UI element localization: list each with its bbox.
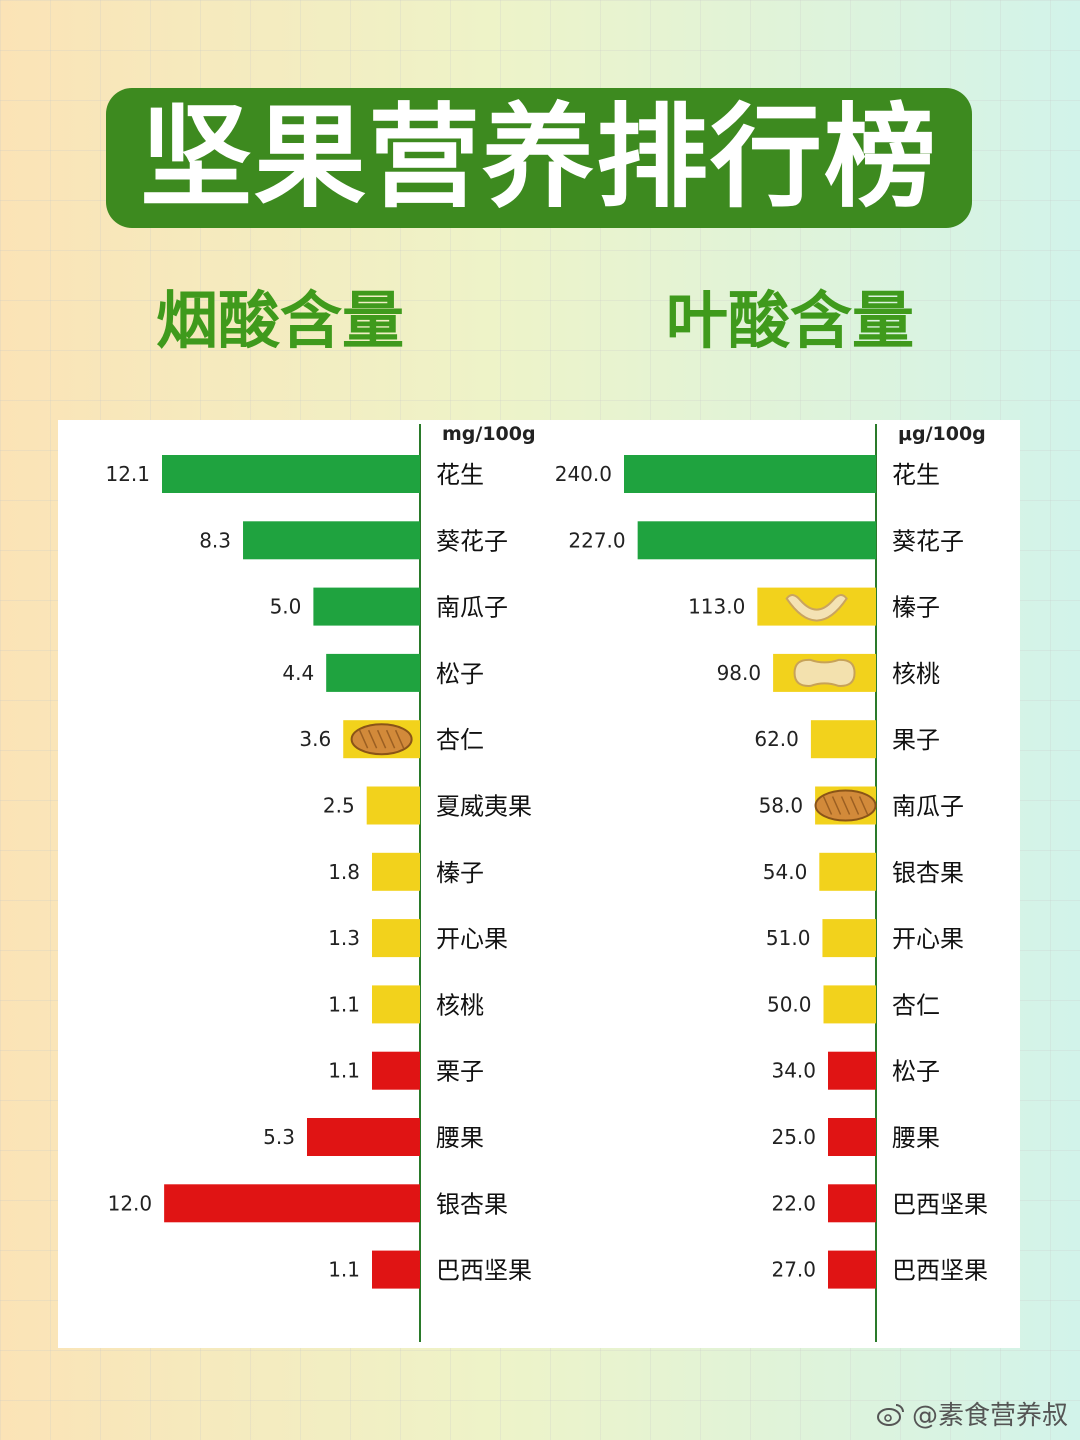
chart2-value-label-2: 113.0 — [688, 595, 745, 619]
chart1-value-label-6: 1.8 — [328, 860, 360, 884]
chart1-almond-icon-4-groove-1 — [367, 729, 378, 749]
chart2-category-label-1: 葵花子 — [892, 527, 964, 555]
chart1-bar-0 — [162, 455, 420, 493]
chart2-bar-0 — [624, 455, 876, 493]
chart2-bar-1 — [637, 521, 876, 560]
chart2-bar-9 — [828, 1051, 876, 1090]
chart2-value-label-5: 58.0 — [759, 794, 804, 818]
chart2-almond-icon-5-groove-3 — [849, 796, 860, 815]
chart2-almond-icon-5-groove-4 — [858, 796, 869, 815]
chart2-category-label-5: 南瓜子 — [892, 793, 964, 821]
chart2-bar-12 — [828, 1250, 876, 1289]
chart2-unit-label: μg/100g — [898, 423, 986, 445]
chart1-value-label-12: 1.1 — [328, 1258, 360, 1282]
chart2-value-label-7: 51.0 — [766, 926, 811, 950]
chart1-bar-10 — [306, 1118, 420, 1156]
chart1-value-label-3: 4.4 — [282, 661, 314, 685]
chart2-value-label-9: 34.0 — [771, 1059, 816, 1083]
chart1-category-label-11: 银杏果 — [436, 1190, 508, 1218]
chart2-bar-4 — [810, 720, 876, 759]
watermark-text: @素食营养叔 — [911, 1401, 1068, 1431]
chart2-category-label-12: 巴西坚果 — [892, 1257, 988, 1285]
chart1-category-label-4: 杏仁 — [436, 726, 484, 754]
chart1-category-label-9: 栗子 — [436, 1058, 484, 1086]
chart1-bar-12 — [372, 1250, 420, 1289]
chart2-category-label-9: 松子 — [892, 1058, 940, 1086]
chart1-value-label-7: 1.3 — [328, 926, 360, 950]
chart2-category-label-4: 果子 — [892, 726, 940, 754]
chart2-bar-8 — [823, 985, 876, 1024]
chart2-value-label-8: 50.0 — [767, 992, 812, 1016]
chart2-category-label-10: 腰果 — [892, 1124, 940, 1152]
chart2-value-label-10: 25.0 — [771, 1125, 816, 1149]
chart1-bar-11 — [164, 1184, 420, 1223]
watermark: @素食营养叔 — [876, 1395, 1068, 1432]
chart2-category-label-2: 榛子 — [892, 594, 940, 622]
chart1-value-label-8: 1.1 — [328, 992, 360, 1016]
chart2-category-label-11: 巴西坚果 — [892, 1190, 988, 1218]
weibo-icon — [876, 1403, 904, 1426]
chart2-almond-icon-5-groove-1 — [831, 796, 842, 815]
chart2-value-label-6: 54.0 — [763, 860, 808, 884]
niacin-subtitle: 烟酸含量 — [156, 284, 405, 357]
chart2-value-label-12: 27.0 — [771, 1258, 816, 1282]
chart1-bar-7 — [372, 919, 420, 958]
chart1-value-label-2: 5.0 — [270, 595, 302, 619]
chart1-almond-icon-4-groove-4 — [394, 729, 405, 749]
chart2-bar-10 — [828, 1118, 876, 1156]
chart2-almond-icon-5-groove-2 — [840, 796, 851, 815]
chart1-category-label-5: 夏威夷果 — [436, 793, 532, 821]
page-title: 坚果营养排行榜 — [140, 93, 938, 223]
chart1-bar-2 — [313, 587, 420, 626]
chart2-value-label-3: 98.0 — [717, 661, 762, 685]
chart1-category-label-2: 南瓜子 — [436, 594, 508, 622]
title-banner: 坚果营养排行榜 — [106, 88, 972, 228]
chart2-bar-6 — [819, 852, 876, 891]
folate-subtitle: 叶酸含量 — [666, 284, 915, 357]
chart1-bar-5 — [366, 786, 420, 825]
chart1-category-label-8: 核桃 — [436, 991, 484, 1019]
chart2-value-label-11: 22.0 — [771, 1191, 816, 1215]
chart2-category-label-6: 银杏果 — [892, 859, 964, 887]
chart2-value-label-0: 240.0 — [555, 462, 612, 486]
chart1-almond-icon-4-groove-2 — [376, 729, 387, 749]
chart1-value-label-1: 8.3 — [199, 528, 231, 552]
chart1-almond-icon-4-groove-0 — [358, 729, 369, 749]
chart1-bar-3 — [326, 653, 420, 692]
chart1-value-label-0: 12.1 — [105, 462, 150, 486]
chart-panel: mg/100g 12.1 花生 8.3 葵花子 5.0 南瓜子 4.4 松子 3.6 杏仁 2.5 夏威… — [58, 420, 1020, 1348]
chart1-value-label-10: 5.3 — [263, 1125, 295, 1149]
chart2-value-label-4: 62.0 — [754, 727, 799, 751]
chart1-category-label-3: 松子 — [436, 660, 484, 688]
chart2-cashew-icon-2 — [785, 594, 848, 622]
chart1-bar-8 — [372, 985, 420, 1024]
chart2-peanut-icon-3 — [793, 658, 856, 687]
chart1-unit-label: mg/100g — [442, 423, 536, 445]
chart2-category-label-8: 杏仁 — [892, 991, 940, 1019]
chart1-almond-icon-4-groove-3 — [385, 729, 396, 749]
chart1-category-label-6: 榛子 — [436, 859, 484, 887]
chart1-value-label-5: 2.5 — [323, 794, 355, 818]
chart1-category-label-1: 葵花子 — [436, 527, 508, 555]
chart1-value-label-4: 3.6 — [299, 727, 331, 751]
chart1-category-label-0: 花生 — [436, 461, 484, 489]
chart1-bar-9 — [372, 1051, 420, 1090]
chart1-category-label-12: 巴西坚果 — [436, 1257, 532, 1285]
chart2-category-label-3: 核桃 — [892, 660, 940, 688]
chart2-value-label-1: 227.0 — [568, 528, 625, 552]
chart1-value-label-11: 12.0 — [108, 1191, 153, 1215]
chart1-value-label-9: 1.1 — [328, 1059, 360, 1083]
chart2-category-label-0: 花生 — [892, 461, 940, 489]
chart2-bar-7 — [822, 919, 876, 958]
chart1-category-label-7: 开心果 — [436, 925, 508, 953]
chart1-bar-1 — [243, 521, 420, 560]
chart2-category-label-7: 开心果 — [892, 925, 964, 953]
chart2-almond-icon-5-groove-0 — [822, 796, 833, 815]
chart2-bar-11 — [828, 1184, 876, 1223]
charts-svg: mg/100g 12.1 花生 8.3 葵花子 5.0 南瓜子 4.4 松子 3.6 杏仁 2.5 夏威… — [105, 423, 988, 1342]
chart1-bar-6 — [372, 852, 420, 891]
chart1-category-label-10: 腰果 — [436, 1124, 484, 1152]
